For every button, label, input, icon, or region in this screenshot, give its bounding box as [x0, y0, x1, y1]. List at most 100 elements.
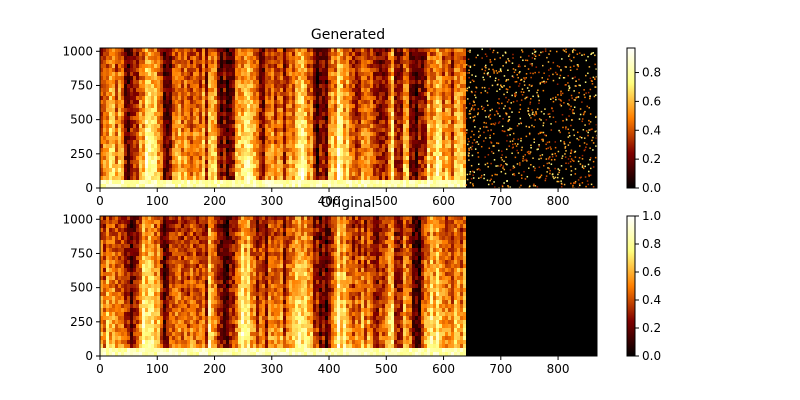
heatmap-cell: [190, 64, 193, 68]
heatmap-cell: [193, 132, 196, 136]
heatmap-cell: [115, 124, 118, 128]
heatmap-cell: [238, 80, 241, 84]
heatmap-cell: [394, 48, 397, 52]
heatmap-cell: [205, 92, 208, 96]
heatmap-cell: [148, 72, 151, 76]
noise-pixel: [493, 181, 495, 183]
heatmap-cell: [457, 56, 460, 60]
heatmap-cell: [211, 112, 214, 116]
heatmap-cell: [280, 140, 283, 144]
heatmap-cell: [337, 168, 340, 172]
heatmap-cell: [202, 180, 205, 184]
heatmap-cell: [259, 148, 262, 152]
heatmap-cell: [223, 80, 226, 84]
heatmap-cell: [307, 120, 310, 124]
heatmap-cell: [124, 52, 127, 56]
heatmap-cell: [322, 108, 325, 112]
heatmap-cell: [154, 88, 157, 92]
noise-pixel: [562, 49, 565, 51]
heatmap-cell: [418, 80, 421, 84]
heatmap-cell: [271, 176, 274, 180]
heatmap-cell: [106, 76, 109, 80]
heatmap-cell: [190, 84, 193, 88]
heatmap-cell: [241, 164, 244, 168]
heatmap-cell: [199, 60, 202, 64]
heatmap-cell: [271, 104, 274, 108]
noise-pixel: [560, 100, 563, 102]
noise-pixel: [530, 85, 533, 87]
noise-pixel: [484, 64, 487, 67]
heatmap-cell: [109, 124, 112, 128]
heatmap-cell: [253, 144, 256, 148]
noise-pixel: [554, 176, 557, 179]
noise-pixel: [524, 65, 526, 67]
heatmap-cell: [157, 92, 160, 96]
heatmap-cell: [115, 128, 118, 132]
noise-pixel: [499, 68, 502, 70]
heatmap-cell: [229, 48, 232, 52]
heatmap-cell: [205, 100, 208, 104]
heatmap-cell: [178, 60, 181, 64]
noise-pixel: [516, 163, 519, 165]
heatmap-cell: [163, 148, 166, 152]
heatmap-cell: [241, 128, 244, 132]
heatmap-cell: [265, 104, 268, 108]
heatmap-cell: [118, 52, 121, 56]
heatmap-cell: [163, 108, 166, 112]
heatmap-cell: [439, 100, 442, 104]
heatmap-cell: [199, 160, 202, 164]
noise-pixel: [505, 60, 508, 63]
heatmap-cell: [223, 152, 226, 156]
heatmap-cell: [394, 128, 397, 132]
heatmap-cell: [400, 116, 403, 120]
heatmap-cell: [397, 152, 400, 156]
heatmap-cell: [349, 136, 352, 140]
heatmap-cell: [397, 128, 400, 132]
heatmap-cell: [268, 160, 271, 164]
heatmap-cell: [154, 56, 157, 60]
heatmap-cell: [199, 124, 202, 128]
heatmap-cell: [265, 64, 268, 68]
noise-pixel: [483, 177, 485, 180]
heatmap-cell: [265, 160, 268, 164]
heatmap-cell: [358, 132, 361, 136]
heatmap-cell: [106, 176, 109, 180]
heatmap-cell: [382, 112, 385, 116]
heatmap-cell: [307, 184, 310, 188]
heatmap-cell: [457, 68, 460, 72]
heatmap-cell: [244, 124, 247, 128]
heatmap-cell: [271, 172, 274, 176]
heatmap-cell: [409, 108, 412, 112]
heatmap-cell: [190, 172, 193, 176]
heatmap-cell: [265, 164, 268, 168]
heatmap-cell: [199, 112, 202, 116]
heatmap-cell: [190, 116, 193, 120]
heatmap-cell: [145, 168, 148, 172]
heatmap-cell: [367, 112, 370, 116]
heatmap-cell: [373, 92, 376, 96]
heatmap-cell: [352, 160, 355, 164]
heatmap-cell: [136, 52, 139, 56]
heatmap-cell: [457, 120, 460, 124]
heatmap-cell: [154, 48, 157, 52]
heatmap-cell: [445, 176, 448, 180]
heatmap-cell: [442, 76, 445, 80]
heatmap-cell: [178, 76, 181, 80]
heatmap-cell: [118, 152, 121, 156]
heatmap-cell: [142, 52, 145, 56]
heatmap-cell: [127, 184, 130, 188]
heatmap-cell: [217, 156, 220, 160]
heatmap-cell: [208, 124, 211, 128]
heatmap-cell: [451, 68, 454, 72]
heatmap-cell: [289, 180, 292, 184]
heatmap-cell: [244, 116, 247, 120]
heatmap-cell: [166, 132, 169, 136]
heatmap-cell: [370, 156, 373, 160]
heatmap-cell: [190, 72, 193, 76]
heatmap-cell: [118, 132, 121, 136]
heatmap-cell: [301, 100, 304, 104]
heatmap-cell: [148, 184, 151, 188]
heatmap-cell: [193, 144, 196, 148]
heatmap-cell: [367, 168, 370, 172]
heatmap-cell: [244, 132, 247, 136]
